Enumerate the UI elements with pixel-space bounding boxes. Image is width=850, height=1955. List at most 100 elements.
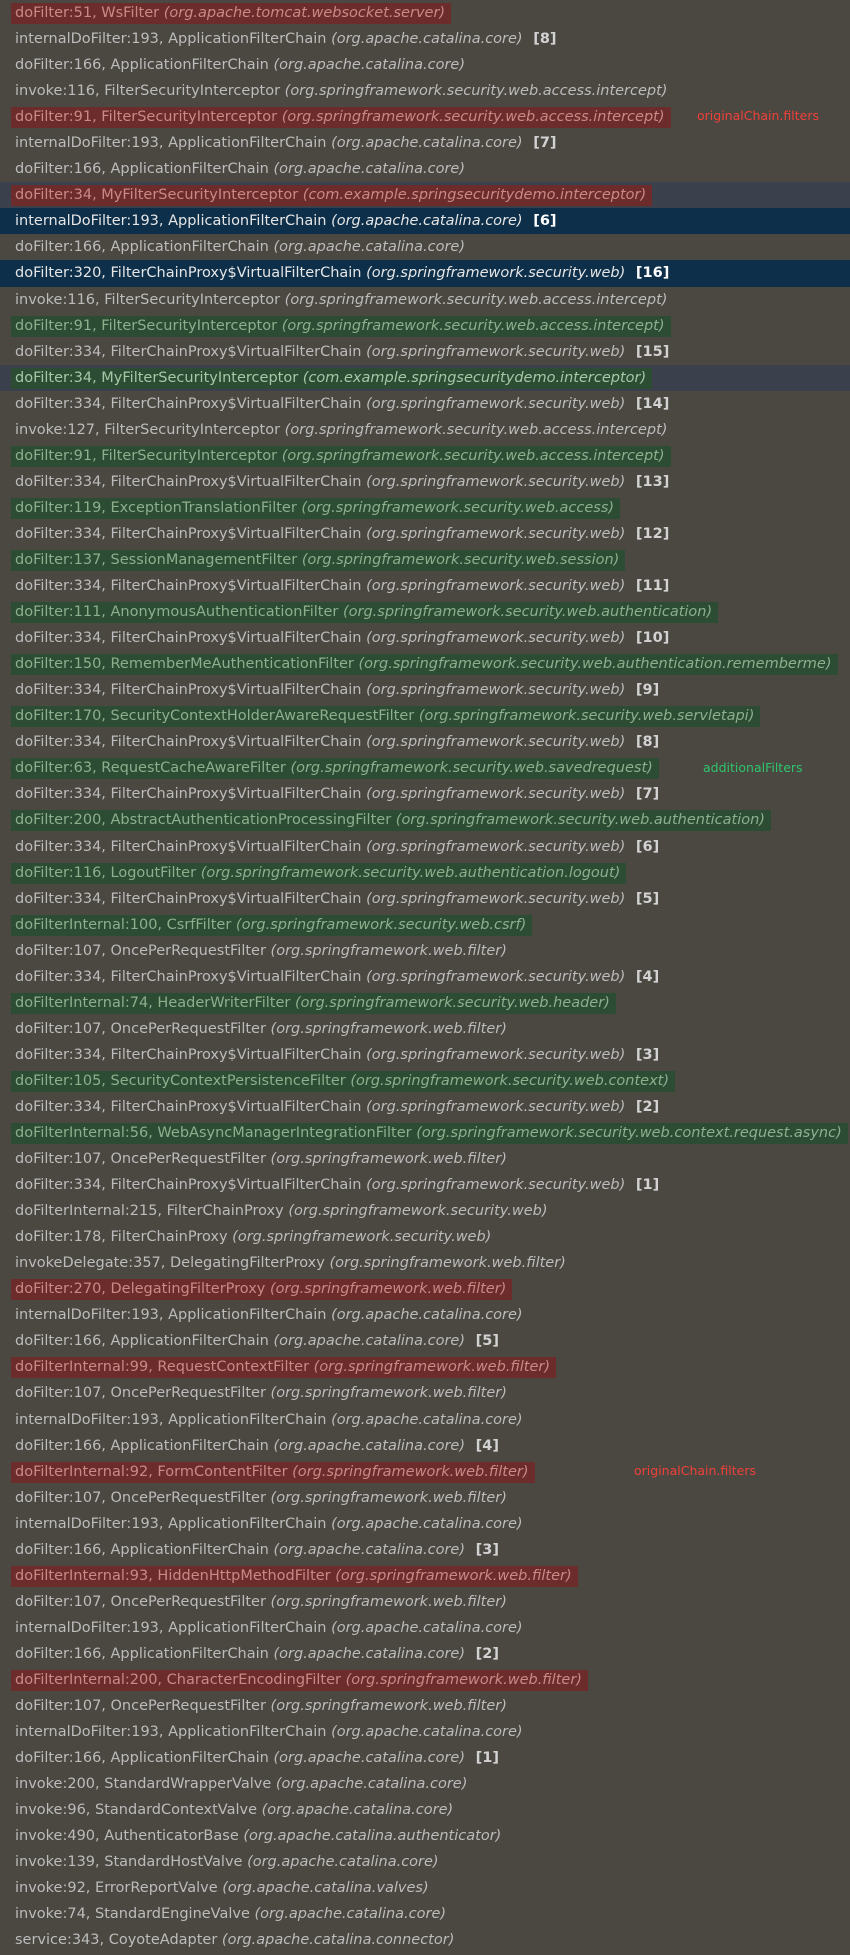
stack-frame-row[interactable]: doFilter:91, FilterSecurityInterceptor (… [0,443,850,469]
stack-frame-row[interactable]: doFilterInternal:92, FormContentFilter (… [0,1459,850,1485]
stack-frame-row[interactable]: doFilter:91, FilterSecurityInterceptor (… [0,313,850,339]
stack-frame-row[interactable]: doFilterInternal:200, CharacterEncodingF… [0,1667,850,1693]
stack-frame-row[interactable]: doFilter:178, FilterChainProxy (org.spri… [0,1224,850,1250]
stack-frame-row[interactable]: doFilterInternal:99, RequestContextFilte… [0,1354,850,1380]
stack-frame-row[interactable]: doFilter:334, FilterChainProxy$VirtualFi… [0,1042,850,1068]
stack-frame-row[interactable]: doFilter:334, FilterChainProxy$VirtualFi… [0,339,850,365]
stack-frame-row[interactable]: doFilter:334, FilterChainProxy$VirtualFi… [0,964,850,990]
frame-package: (org.springframework.web.filter) [292,1463,529,1480]
frame-package: (org.apache.catalina.core) [273,1333,465,1350]
stack-frame-row[interactable]: invokeDelegate:357, DelegatingFilterProx… [0,1250,850,1276]
frame-method: doFilter:116, LogoutFilter [15,864,197,881]
stack-frame-label: doFilter:105, SecurityContextPersistence… [11,1070,676,1092]
stack-frame-row[interactable]: invoke:116, FilterSecurityInterceptor (o… [0,78,850,104]
stack-frame-row[interactable]: internalDoFilter:193, ApplicationFilterC… [0,26,850,52]
frame-method: doFilter:166, ApplicationFilterChain [15,1437,269,1454]
stack-frame-label: doFilter:166, ApplicationFilterChain (or… [15,1540,471,1561]
stack-frame-row[interactable]: doFilterInternal:215, FilterChainProxy (… [0,1198,850,1224]
stack-frame-row[interactable]: doFilter:334, FilterChainProxy$VirtualFi… [0,1094,850,1120]
stack-frame-row[interactable]: invoke:116, FilterSecurityInterceptor (o… [0,287,850,313]
frame-method: doFilter:178, FilterChainProxy [15,1229,228,1246]
stack-frame-row[interactable]: doFilter:334, FilterChainProxy$VirtualFi… [0,886,850,912]
stack-frame-row[interactable]: doFilter:63, RequestCacheAwareFilter (or… [0,755,850,781]
stack-frame-row[interactable]: internalDoFilter:193, ApplicationFilterC… [0,130,850,156]
stack-frame-row[interactable]: doFilter:137, SessionManagementFilter (o… [0,547,850,573]
frame-package: (org.springframework.web.filter) [270,1489,507,1506]
stack-frame-row[interactable]: doFilter:107, OncePerRequestFilter (org.… [0,938,850,964]
stack-frame-row[interactable]: doFilterInternal:93, HiddenHttpMethodFil… [0,1563,850,1589]
stack-frame-row[interactable]: invoke:92, ErrorReportValve (org.apache.… [0,1875,850,1901]
frame-method: doFilter:334, FilterChainProxy$VirtualFi… [15,968,362,985]
stack-frame-row[interactable]: internalDoFilter:193, ApplicationFilterC… [0,1511,850,1537]
stack-frame-row[interactable]: doFilter:166, ApplicationFilterChain (or… [0,156,850,182]
frame-package: (org.springframework.security.web.savedr… [290,760,653,777]
stack-frame-row[interactable]: doFilter:334, FilterChainProxy$VirtualFi… [0,677,850,703]
frame-package: (org.springframework.web.filter) [270,1020,507,1037]
stack-frame-row[interactable]: doFilter:166, ApplicationFilterChain (or… [0,234,850,260]
stack-frame-row[interactable]: service:343, CoyoteAdapter (org.apache.c… [0,1927,850,1953]
stack-frame-row[interactable]: doFilter:119, ExceptionTranslationFilter… [0,495,850,521]
stack-frame-row[interactable]: doFilter:334, FilterChainProxy$VirtualFi… [0,625,850,651]
frame-package: (org.springframework.security.web) [366,786,626,803]
stack-frame-row[interactable]: internalDoFilter:193, ApplicationFilterC… [0,208,850,235]
stack-frame-row[interactable]: doFilter:107, OncePerRequestFilter (org.… [0,1146,850,1172]
stack-frame-row[interactable]: doFilter:91, FilterSecurityInterceptor (… [0,104,850,130]
stack-frame-row[interactable]: doFilter:51, WsFilter (org.apache.tomcat… [0,0,850,26]
stack-frame-row[interactable]: doFilter:334, FilterChainProxy$VirtualFi… [0,521,850,547]
stack-frame-row[interactable]: doFilter:166, ApplicationFilterChain (or… [0,1537,850,1563]
stack-frame-row[interactable]: doFilter:107, OncePerRequestFilter (org.… [0,1016,850,1042]
stack-frame-row[interactable]: doFilter:111, AnonymousAuthenticationFil… [0,599,850,625]
frame-method: internalDoFilter:193, ApplicationFilterC… [15,1307,327,1324]
frame-package: (org.springframework.web.filter) [335,1567,572,1584]
stack-frame-row[interactable]: doFilter:116, LogoutFilter (org.springfr… [0,860,850,886]
stack-frame-row[interactable]: doFilter:166, ApplicationFilterChain (or… [0,52,850,78]
stack-frame-row[interactable]: invoke:74, StandardEngineValve (org.apac… [0,1901,850,1927]
stack-frame-row[interactable]: doFilter:150, RememberMeAuthenticationFi… [0,651,850,677]
stack-frame-row[interactable]: doFilter:107, OncePerRequestFilter (org.… [0,1693,850,1719]
stack-frame-row[interactable]: doFilter:334, FilterChainProxy$VirtualFi… [0,1172,850,1198]
stack-frame-row[interactable]: internalDoFilter:193, ApplicationFilterC… [0,1615,850,1641]
stack-frame-row[interactable]: internalDoFilter:193, ApplicationFilterC… [0,1719,850,1745]
stack-frame-row[interactable]: doFilter:334, FilterChainProxy$VirtualFi… [0,391,850,417]
stack-frame-row[interactable]: doFilter:107, OncePerRequestFilter (org.… [0,1485,850,1511]
stack-frame-row[interactable]: doFilter:270, DelegatingFilterProxy (org… [0,1276,850,1302]
stack-frame-row[interactable]: doFilter:334, FilterChainProxy$VirtualFi… [0,729,850,755]
stack-frame-row[interactable]: doFilter:166, ApplicationFilterChain (or… [0,1433,850,1459]
stack-frame-row[interactable]: invoke:139, StandardHostValve (org.apach… [0,1849,850,1875]
stack-frame-row[interactable]: doFilter:334, FilterChainProxy$VirtualFi… [0,469,850,495]
stack-frame-label: doFilter:334, FilterChainProxy$VirtualFi… [15,394,631,415]
stack-frame-row[interactable]: internalDoFilter:193, ApplicationFilterC… [0,1407,850,1433]
stack-frame-label: doFilter:166, ApplicationFilterChain (or… [15,159,471,180]
stack-frame-row[interactable]: doFilterInternal:74, HeaderWriterFilter … [0,990,850,1016]
stack-frame-row[interactable]: internalDoFilter:193, ApplicationFilterC… [0,1302,850,1328]
stack-frame-row[interactable]: doFilter:166, ApplicationFilterChain (or… [0,1641,850,1667]
stack-frame-row[interactable]: doFilter:107, OncePerRequestFilter (org.… [0,1589,850,1615]
stack-frame-row[interactable]: invoke:490, AuthenticatorBase (org.apach… [0,1823,850,1849]
frame-method: doFilter:334, FilterChainProxy$VirtualFi… [15,343,362,360]
stack-frame-row[interactable]: doFilterInternal:100, CsrfFilter (org.sp… [0,912,850,938]
stack-frame-row[interactable]: invoke:96, StandardContextValve (org.apa… [0,1797,850,1823]
stack-frame-row[interactable]: doFilter:34, MyFilterSecurityInterceptor… [0,364,850,391]
stack-frame-row[interactable]: doFilter:334, FilterChainProxy$VirtualFi… [0,834,850,860]
stack-frame-row[interactable]: invoke:127, FilterSecurityInterceptor (o… [0,417,850,443]
stack-frame-row[interactable]: doFilterInternal:56, WebAsyncManagerInte… [0,1120,850,1146]
stack-frame-row[interactable]: doFilter:334, FilterChainProxy$VirtualFi… [0,781,850,807]
stack-frame-row[interactable]: doFilter:107, OncePerRequestFilter (org.… [0,1380,850,1406]
annotation-label: originalChain.filters [634,1463,756,1479]
stack-frame-label: internalDoFilter:193, ApplicationFilterC… [15,133,529,154]
frame-package: (org.apache.catalina.core) [273,1750,465,1767]
stack-frame-row[interactable]: doFilter:105, SecurityContextPersistence… [0,1068,850,1094]
stack-frame-label: doFilter:334, FilterChainProxy$VirtualFi… [15,967,631,988]
stack-frame-row[interactable]: doFilter:34, MyFilterSecurityInterceptor… [0,182,850,209]
stack-frame-row[interactable]: doFilter:200, AbstractAuthenticationProc… [0,807,850,833]
stack-frame-row[interactable]: doFilter:320, FilterChainProxy$VirtualFi… [0,260,850,287]
frame-method: doFilter:166, ApplicationFilterChain [15,1645,269,1662]
frame-method: internalDoFilter:193, ApplicationFilterC… [15,1411,327,1428]
frame-method: doFilterInternal:100, CsrfFilter [15,916,232,933]
stack-frame-row[interactable]: doFilter:166, ApplicationFilterChain (or… [0,1745,850,1771]
stack-frame-row[interactable]: doFilter:170, SecurityContextHolderAware… [0,703,850,729]
stack-frame-row[interactable]: invoke:200, StandardWrapperValve (org.ap… [0,1771,850,1797]
stack-frame-row[interactable]: doFilter:166, ApplicationFilterChain (or… [0,1328,850,1354]
stack-frame-row[interactable]: doFilter:334, FilterChainProxy$VirtualFi… [0,573,850,599]
frame-package: (org.springframework.security.web.contex… [416,1125,842,1142]
